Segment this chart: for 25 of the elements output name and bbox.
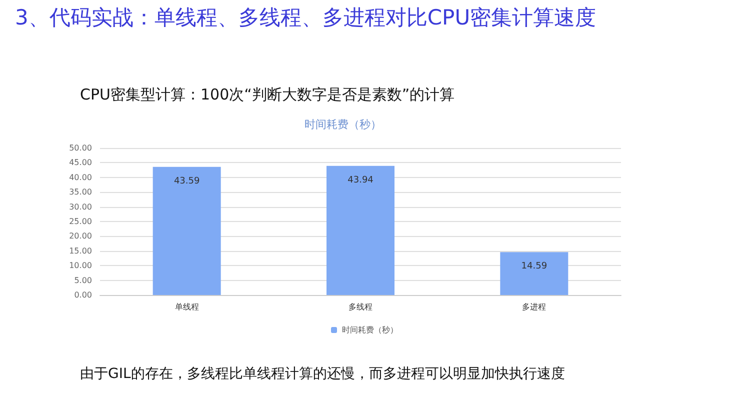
y-tick-label: 35.00 bbox=[69, 188, 92, 197]
y-tick-label: 15.00 bbox=[69, 246, 92, 256]
y-tick-label: 0.00 bbox=[74, 290, 92, 300]
y-tick-label: 5.00 bbox=[74, 276, 92, 285]
y-tick-label: 25.00 bbox=[69, 217, 92, 226]
data-label: 43.94 bbox=[348, 175, 374, 186]
bar bbox=[500, 252, 568, 295]
x-tick-label: 多进程 bbox=[522, 302, 546, 312]
y-tick-label: 50.00 bbox=[69, 144, 92, 152]
text: 由于GIL的存在，多线程比单线程计算的还慢，而多进程可以明显加快执行速度 bbox=[80, 366, 565, 382]
y-tick-label: 40.00 bbox=[69, 172, 92, 182]
bar bbox=[326, 166, 394, 295]
y-tick-label: 30.00 bbox=[69, 202, 92, 212]
y-tick-label: 10.00 bbox=[69, 261, 92, 270]
x-tick-label: 多线程 bbox=[348, 302, 372, 312]
legend-label: 时间耗费（秒） bbox=[342, 326, 398, 334]
chart-title: 3、代码实战：单线程、多线程、多进程对比CPU密集计算速度 bbox=[15, 6, 596, 30]
data-label: 14.59 bbox=[521, 262, 548, 272]
data-label: 43.59 bbox=[174, 176, 200, 186]
bar bbox=[152, 166, 221, 295]
y-axis-title: 时间耗费（秒） bbox=[304, 118, 382, 131]
y-tick-label: 20.00 bbox=[69, 232, 92, 241]
y-tick-label: 45.00 bbox=[69, 158, 92, 168]
x-tick-label: 单线程 bbox=[174, 302, 199, 312]
chart-subtitle: CPU密集型计算：100次“判断大数字是否是素数”的计算 bbox=[80, 86, 455, 104]
